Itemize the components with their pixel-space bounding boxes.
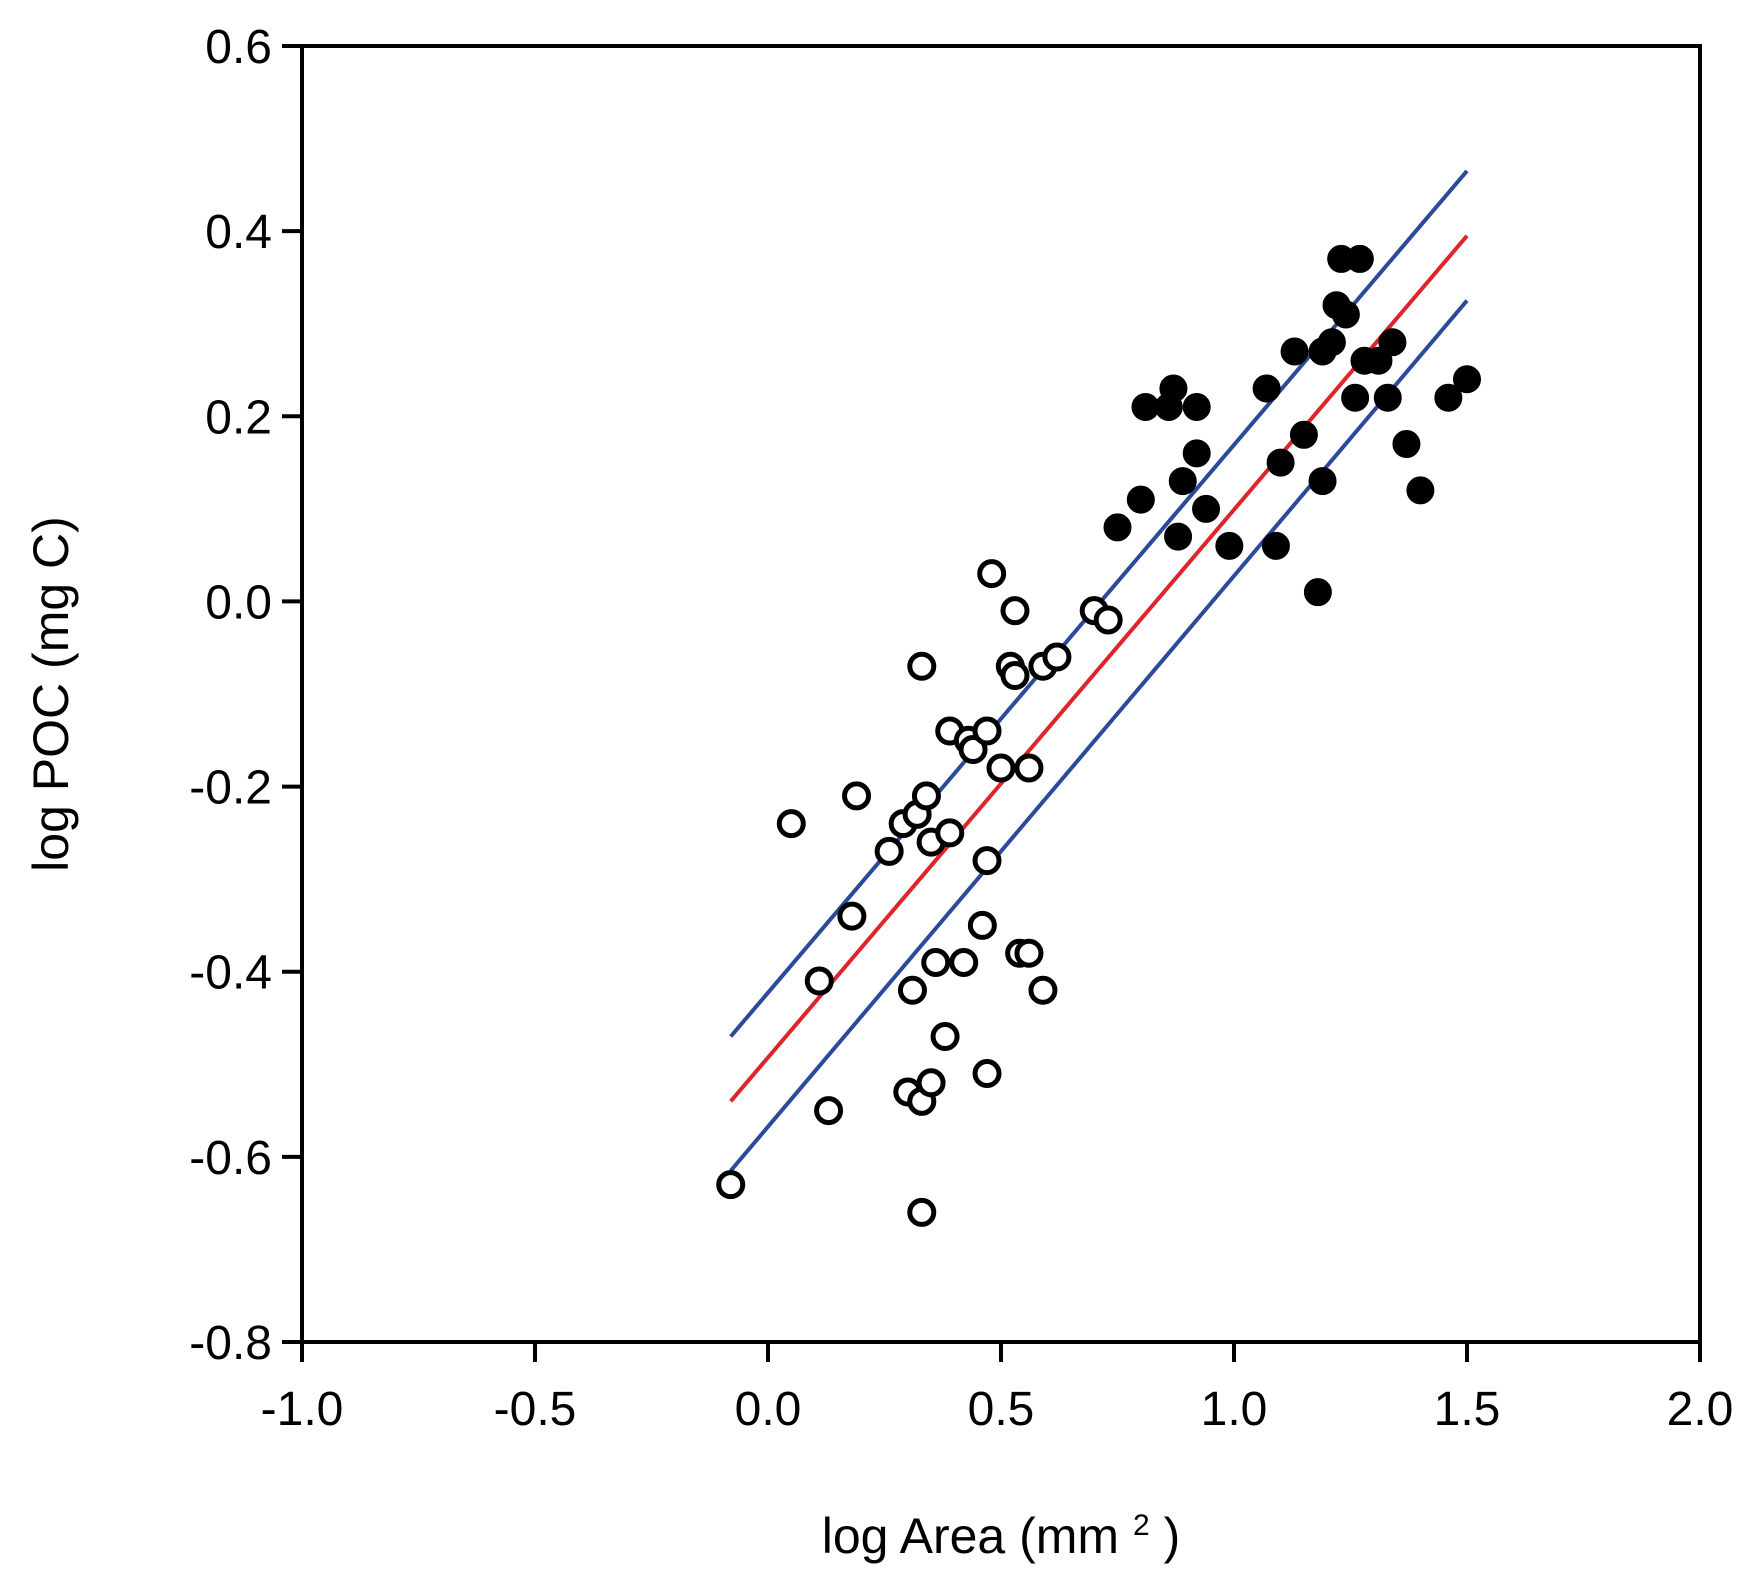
open-data-point — [1014, 753, 1044, 783]
filled-data-point — [1453, 365, 1481, 394]
regression-line — [729, 234, 1469, 1103]
filled-data-point — [1289, 420, 1318, 449]
open-data-point — [916, 1068, 946, 1098]
filled-data-point — [1215, 531, 1244, 560]
y-tick-label: 0.2 — [205, 391, 272, 444]
filled-data-point — [1364, 346, 1393, 375]
open-data-point — [930, 1022, 960, 1052]
open-data-point — [972, 716, 1002, 746]
filled-data-point — [1261, 531, 1290, 560]
open-data-point — [1028, 975, 1058, 1005]
filled-data-point — [1317, 328, 1346, 357]
filled-data-point — [1341, 383, 1370, 412]
x-tick-label: 2.0 — [1667, 1383, 1734, 1436]
open-data-point — [921, 947, 951, 977]
open-data-point — [1093, 605, 1123, 635]
filled-data-point — [1252, 374, 1281, 403]
open-data-point — [842, 781, 872, 811]
x-tick-label: -0.5 — [494, 1383, 577, 1436]
filled-data-point — [1266, 448, 1295, 477]
open-data-point — [977, 559, 1007, 589]
filled-data-point — [1308, 467, 1337, 496]
plot-area-frame — [300, 44, 1702, 1344]
open-data-point — [907, 1197, 937, 1227]
open-data-point — [804, 966, 834, 996]
filled-data-point — [1392, 430, 1421, 459]
y-tick-label: -0.2 — [189, 762, 272, 815]
filled-data-point — [1378, 328, 1407, 357]
plot-marks — [716, 169, 1481, 1227]
axis-ticks: -1.0 -0.5 0.0 0.5 1.0 1.5 2.0 -0.8 -0.6 -0.4 -0.2 0… — [189, 21, 1733, 1436]
filled-data-point — [1164, 522, 1193, 551]
filled-data-point — [1131, 393, 1160, 422]
open-data-point — [1014, 938, 1044, 968]
open-data-point — [1000, 596, 1030, 626]
x-tick-label: -1.0 — [261, 1383, 344, 1436]
filled-data-point — [1159, 374, 1188, 403]
open-data-point — [776, 809, 806, 839]
filled-data-point — [1331, 300, 1360, 329]
y-axis-title: log POC (mg C) — [23, 516, 79, 872]
y-tick-label: -0.6 — [189, 1132, 272, 1185]
filled-data-point — [1406, 476, 1435, 505]
y-tick-label: 0.6 — [205, 21, 272, 74]
filled-data-point — [1373, 383, 1402, 412]
filled-data-point — [1126, 485, 1155, 514]
open-data-point — [911, 781, 941, 811]
x-axis-title-text: log Area (mm — [822, 1508, 1119, 1564]
open-data-point — [986, 753, 1016, 783]
filled-data-point — [1182, 439, 1211, 468]
open-data-point — [972, 1059, 1002, 1089]
lower-confidence-band — [729, 299, 1469, 1173]
filled-data-point — [1192, 494, 1221, 523]
open-data-point — [972, 846, 1002, 876]
y-tick-label: -0.4 — [189, 947, 272, 1000]
y-tick-label: 0.0 — [205, 576, 272, 629]
y-tick-label: 0.4 — [205, 206, 272, 259]
x-tick-label: 0.5 — [968, 1383, 1035, 1436]
filled-data-point — [1182, 393, 1211, 422]
open-data-point — [935, 818, 965, 848]
filled-data-point — [1103, 513, 1132, 542]
open-data-point — [1000, 660, 1030, 690]
open-data-point — [837, 901, 867, 931]
open-data-point — [907, 651, 937, 681]
filled-data-point — [1280, 337, 1309, 366]
filled-data-point — [1345, 244, 1374, 273]
open-data-point — [958, 735, 988, 765]
x-axis-title: log Area (mm 2 ) — [822, 1490, 1180, 1564]
x-tick-label: 1.5 — [1434, 1383, 1501, 1436]
filled-data-point — [1168, 467, 1197, 496]
x-tick-label: 0.0 — [735, 1383, 802, 1436]
x-tick-label: 1.0 — [1201, 1383, 1268, 1436]
filled-data-point — [1434, 383, 1463, 412]
open-data-point — [1042, 642, 1072, 672]
y-tick-label: -0.8 — [189, 1317, 272, 1370]
open-data-point — [874, 836, 904, 866]
open-data-point — [814, 1096, 844, 1126]
x-axis-title-superscript: 2 — [1133, 1509, 1150, 1542]
open-data-point — [897, 975, 927, 1005]
open-data-point — [967, 910, 997, 940]
open-data-point — [716, 1170, 746, 1200]
filled-data-point — [1303, 578, 1332, 607]
x-axis-title-close: ) — [1164, 1508, 1181, 1564]
open-data-point — [949, 947, 979, 977]
